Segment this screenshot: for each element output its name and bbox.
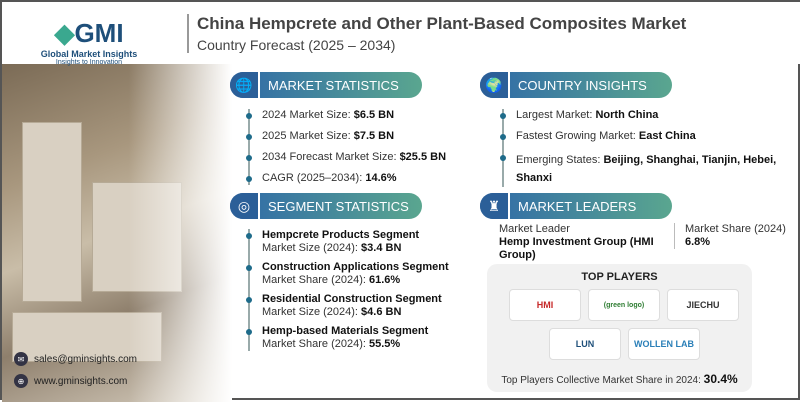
market-statistics-list: 2024 Market Size: $6.5 BN 2025 Market Si…	[245, 109, 446, 185]
email-link[interactable]: ✉ sales@gminsights.com	[14, 352, 137, 366]
chess-icon: ♜	[480, 193, 510, 219]
market-leader: Market Leader Hemp Investment Group (HMI …	[499, 223, 654, 261]
globe-chart-icon: 🌐	[230, 72, 260, 98]
jiechu-logo: JIECHU	[667, 289, 739, 321]
green-logo: (green logo)	[588, 289, 660, 321]
lun-logo: LUN	[549, 328, 621, 360]
website-link[interactable]: ⊕ www.gminsights.com	[14, 374, 127, 388]
segment-statistics-list: Hempcrete Products Segment Market Size (2…	[246, 229, 449, 351]
market-leaders-header: ♜ MARKET LEADERS	[480, 193, 672, 219]
email-icon: ✉	[14, 352, 28, 366]
wollen-lab-logo: WOLLEN LAB	[628, 328, 700, 360]
hempcrete-photo	[2, 62, 232, 402]
page-title: China Hempcrete and Other Plant-Based Co…	[187, 14, 686, 53]
globe-icon: ⊕	[14, 374, 28, 388]
segment-statistics-header: ◎ SEGMENT STATISTICS	[230, 193, 422, 219]
top-players-panel: TOP PLAYERS HMI (green logo) JIECHU LUN …	[487, 264, 752, 392]
country-insights-list: Largest Market: North China Fastest Grow…	[500, 109, 782, 187]
market-statistics-header: 🌐 MARKET STATISTICS	[230, 72, 422, 98]
hmi-logo: HMI	[509, 289, 581, 321]
gmi-logo: ◆GMI Global Market Insights Insights to …	[40, 18, 138, 66]
collective-share: Top Players Collective Market Share in 2…	[501, 372, 738, 386]
globe-icon: 🌍	[480, 72, 510, 98]
target-icon: ◎	[230, 193, 260, 219]
country-insights-header: 🌍 COUNTRY INSIGHTS	[480, 72, 672, 98]
leader-share: Market Share (2024) 6.8%	[674, 223, 786, 249]
